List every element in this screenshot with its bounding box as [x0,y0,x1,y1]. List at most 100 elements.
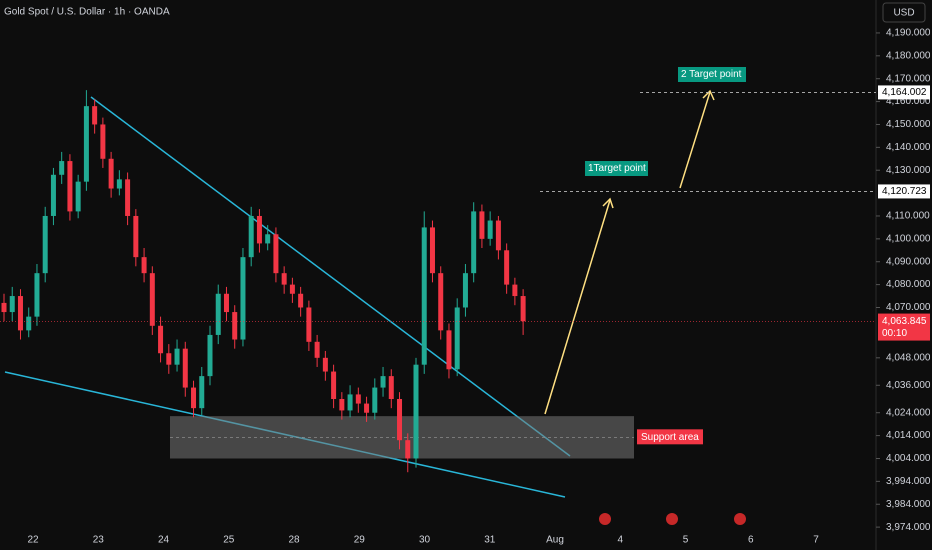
candle-body [141,257,147,274]
y-tick-label: 4,090.000 [886,256,931,267]
candle-body [462,273,468,308]
candle-body [158,325,164,354]
arrow-head [702,89,715,101]
candle-body [298,293,304,308]
candle-body [83,106,89,182]
x-tick-label: 25 [223,535,235,546]
candle-body [331,371,337,400]
candle-body [347,394,353,411]
candle-body [405,440,411,459]
candle-body [355,394,361,404]
candle-body [495,220,501,251]
candle-body [199,376,205,409]
candle-body [59,161,65,175]
candle-body [306,307,312,342]
candle-body [429,227,435,274]
candle-body [149,273,155,326]
x-tick-label: 23 [93,535,105,546]
candle-body [380,376,386,388]
candle-body [322,357,328,372]
y-tick-label: 4,150.000 [886,119,931,130]
y-tick-label: 4,004.000 [886,453,931,464]
candle-body [397,399,403,441]
x-tick-label: 30 [419,535,431,546]
y-tick-label: 4,130.000 [886,165,931,176]
candle-body [421,227,427,365]
candle-body [133,215,139,258]
x-tick-label: 4 [617,535,623,546]
y-tick-label: 4,110.000 [886,211,930,222]
target-axis-box [878,85,930,100]
y-tick-label: 4,048.000 [886,352,931,363]
trend-line [90,96,571,457]
candle-body [289,284,295,294]
candle-body [223,293,229,313]
price-label: 4,063.845 [882,316,927,327]
y-tick-label: 4,036.000 [886,380,931,391]
candle-body [207,334,213,377]
candle-body [512,284,518,297]
x-tick-label: 28 [288,535,300,546]
y-tick-label: 4,100.000 [886,233,931,244]
y-tick-label: 4,014.000 [886,430,931,441]
x-tick-label: 7 [813,535,819,546]
candle-body [174,348,180,365]
candle-body [50,174,56,216]
y-tick-label: 4,024.000 [886,407,931,418]
candle-body [388,376,394,400]
candle-body [372,387,378,413]
y-tick-label: 4,070.000 [886,302,931,313]
candle-body [504,250,510,285]
candle-body [339,399,345,411]
candle-body [314,341,320,358]
target-axis-label: 4,164.002 [882,87,927,98]
candle-body [26,316,32,331]
price-countdown: 00:10 [882,328,907,339]
candle-body [34,273,40,317]
candle-body [182,348,188,388]
candle-body [125,179,131,216]
candle-body [1,302,7,313]
y-tick-label: 4,140.000 [886,142,931,153]
candle-body [9,296,15,313]
support-label-box [637,429,703,445]
y-tick-label: 3,974.000 [886,522,931,533]
x-tick-label: 31 [484,535,496,546]
candle-body [471,211,477,274]
currency-box[interactable] [882,2,926,23]
candle-body [487,220,493,239]
x-tick-label: 24 [158,535,170,546]
chart-title: Gold Spot / U.S. Dollar · 1h · OANDA [4,7,170,18]
target-label: 2 Target point [681,69,742,80]
event-icons [599,513,746,525]
x-tick-label: 29 [354,535,366,546]
candle-body [454,307,460,370]
candle-body [364,403,370,413]
candle-body [232,312,238,340]
candle-body [116,179,122,189]
arrow-head [602,197,614,209]
y-tick-label: 4,170.000 [886,73,931,84]
candle-body [92,106,98,125]
y-tick-label: 4,180.000 [886,50,931,61]
candle-body [265,234,271,244]
candle-body [273,234,279,274]
currency: USD [893,8,914,19]
x-tick-label: 6 [748,535,754,546]
arrow [544,199,611,415]
candle-body [479,211,485,239]
event-icon [666,513,678,525]
y-tick-label: 3,994.000 [886,476,931,487]
x-tick-label: 5 [683,535,689,546]
target-label: 1Target point [588,163,646,174]
x-tick-label: 22 [27,535,39,546]
candle-body [446,330,452,370]
candle-body [67,161,73,212]
target-axis-box [878,184,930,199]
target-label-box [678,67,746,82]
candle-body [240,257,246,340]
candle-body [413,364,419,459]
candle-body [520,296,526,322]
candle-body [166,353,172,365]
